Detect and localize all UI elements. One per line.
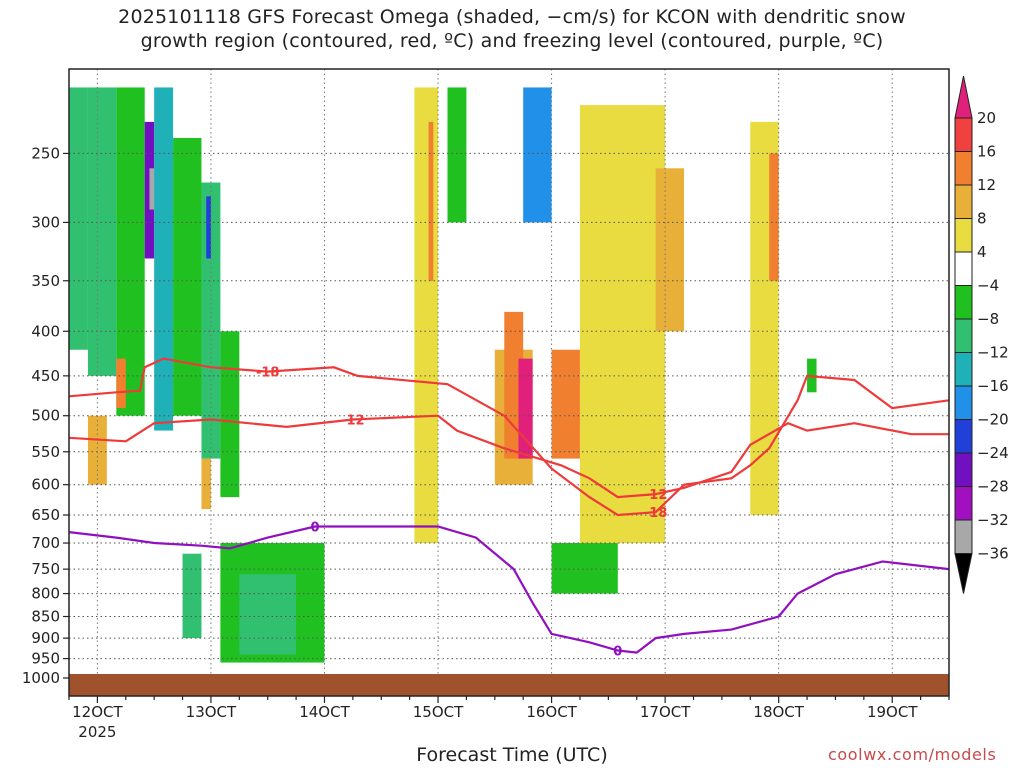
colorbar-swatch	[954, 486, 973, 521]
colorbar-tick-label: −20	[977, 411, 1009, 429]
ground-surface	[69, 674, 949, 696]
contour-label: -18	[256, 366, 280, 381]
colorbar-swatch	[954, 352, 973, 387]
colorbar-arrow-top	[954, 75, 973, 119]
omega-cell-26	[655, 168, 685, 332]
colorbar-swatch	[954, 385, 973, 420]
contour-label: 0	[310, 520, 319, 535]
contour-line-1	[69, 414, 949, 499]
contour-line-2	[69, 525, 949, 654]
y-tick-label: 450	[31, 367, 60, 385]
omega-cell-17	[428, 121, 434, 281]
grid-lines	[69, 69, 949, 674]
colorbar-tick-label: −4	[977, 277, 999, 295]
colorbar-swatch	[954, 184, 973, 219]
omega-cell-21	[518, 358, 533, 459]
colorbar-tick-label: 16	[977, 143, 996, 161]
x-tick-label: 17OCT	[640, 703, 691, 721]
y-tick-label: 800	[31, 585, 60, 603]
x-tick-label: 18OCT	[753, 703, 804, 721]
y-tick-label: 700	[31, 534, 60, 552]
colorbar-tick-label: −36	[977, 545, 1009, 563]
colorbar-tick-label: 20	[977, 109, 996, 127]
contour-lines: -18 -18 -12 -12 0 0	[69, 357, 949, 660]
contour-line-0	[69, 357, 949, 517]
omega-cell-23	[551, 349, 580, 459]
colorbar: 20 16 12 8 4 −4 −8 −12 −16 −20 −24 −28 −32 −36	[954, 75, 1009, 594]
colorbar-swatch	[954, 151, 973, 186]
x-tick-label: 16OCT	[526, 703, 577, 721]
contour-label: 0	[613, 645, 622, 660]
colorbar-swatch	[954, 519, 973, 554]
x-tick-label: 12OCT	[72, 703, 123, 721]
contour-label: -12	[341, 413, 365, 428]
y-tick-label: 550	[31, 443, 60, 461]
y-tick-label: 300	[31, 213, 60, 231]
contour-label: -12	[644, 488, 668, 503]
colorbar-swatch	[954, 419, 973, 454]
omega-cell-18	[447, 87, 467, 223]
colorbar-tick-label: 4	[977, 243, 987, 261]
x-axis: 12OCT 13OCT 14OCT 15OCT 16OCT 17OCT 18OCT 19OCT…	[68, 696, 950, 741]
contour-label: -18	[644, 506, 668, 521]
colorbar-tick-label: 12	[977, 176, 996, 194]
colorbar-swatch	[954, 285, 973, 320]
x-tick-label: 15OCT	[413, 703, 464, 721]
y-tick-label: 400	[31, 322, 60, 340]
omega-cell-24	[551, 543, 618, 594]
y-tick-label: 500	[31, 407, 60, 425]
y-axis: 250 300 350 400 450 500 550 600 650 700 750 800 850 9…	[22, 144, 69, 687]
omega-cell-12	[182, 553, 202, 639]
omega-cell-4	[149, 168, 155, 210]
omega-cell-1	[87, 87, 117, 376]
y-tick-label: 900	[31, 629, 60, 647]
omega-cell-13	[87, 415, 107, 485]
y-tick-label: 1000	[22, 669, 60, 687]
colorbar-tick-label: −24	[977, 444, 1009, 462]
x-year-label: 2025	[78, 723, 116, 741]
colorbar-swatch	[954, 251, 973, 286]
colorbar-tick-label: −28	[977, 478, 1009, 496]
colorbar-tick-label: 8	[977, 210, 987, 228]
omega-cell-16	[414, 87, 439, 544]
plot-frame	[68, 68, 950, 697]
colorbar-tick-label: −32	[977, 511, 1009, 529]
omega-cell-9	[220, 331, 240, 498]
colorbar-tick-label: −12	[977, 344, 1009, 362]
omega-cell-15	[201, 458, 211, 510]
omega-cell-6	[173, 137, 202, 416]
x-tick-label: 14OCT	[299, 703, 350, 721]
y-tick-label: 850	[31, 608, 60, 626]
credit-text: coolwx.com/models	[828, 745, 997, 764]
omega-shading	[69, 87, 817, 663]
colorbar-swatch	[954, 218, 973, 253]
x-tick-label: 19OCT	[867, 703, 918, 721]
colorbar-swatch	[954, 452, 973, 487]
x-tick-label: 13OCT	[186, 703, 237, 721]
colorbar-arrow-bottom	[954, 553, 973, 594]
omega-cell-28	[769, 153, 779, 281]
colorbar-swatch	[954, 117, 973, 152]
omega-cell-25	[579, 105, 666, 544]
colorbar-swatch	[954, 318, 973, 353]
y-tick-label: 350	[31, 272, 60, 290]
omega-cell-8	[206, 196, 211, 259]
omega-cell-0	[69, 87, 88, 350]
y-tick-label: 750	[31, 560, 60, 578]
y-tick-label: 600	[31, 476, 60, 494]
omega-cell-11	[239, 574, 297, 655]
y-tick-label: 650	[31, 506, 60, 524]
chart-title-line2: growth region (contoured, red, ºC) and f…	[140, 30, 884, 52]
omega-cell-14	[116, 358, 126, 409]
colorbar-tick-label: −8	[977, 310, 999, 328]
omega-cell-5	[154, 87, 174, 431]
x-axis-title: Forecast Time (UTC)	[416, 744, 608, 766]
colorbar-tick-label: −16	[977, 377, 1009, 395]
y-tick-label: 250	[31, 144, 60, 162]
y-tick-label: 950	[31, 650, 60, 668]
chart-title-line1: 2025101118 GFS Forecast Omega (shaded, −…	[118, 6, 906, 28]
omega-cell-22	[523, 87, 552, 223]
